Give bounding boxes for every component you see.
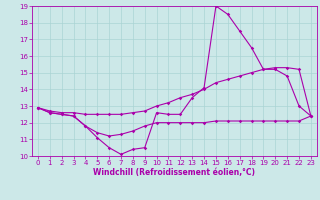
X-axis label: Windchill (Refroidissement éolien,°C): Windchill (Refroidissement éolien,°C): [93, 168, 255, 177]
